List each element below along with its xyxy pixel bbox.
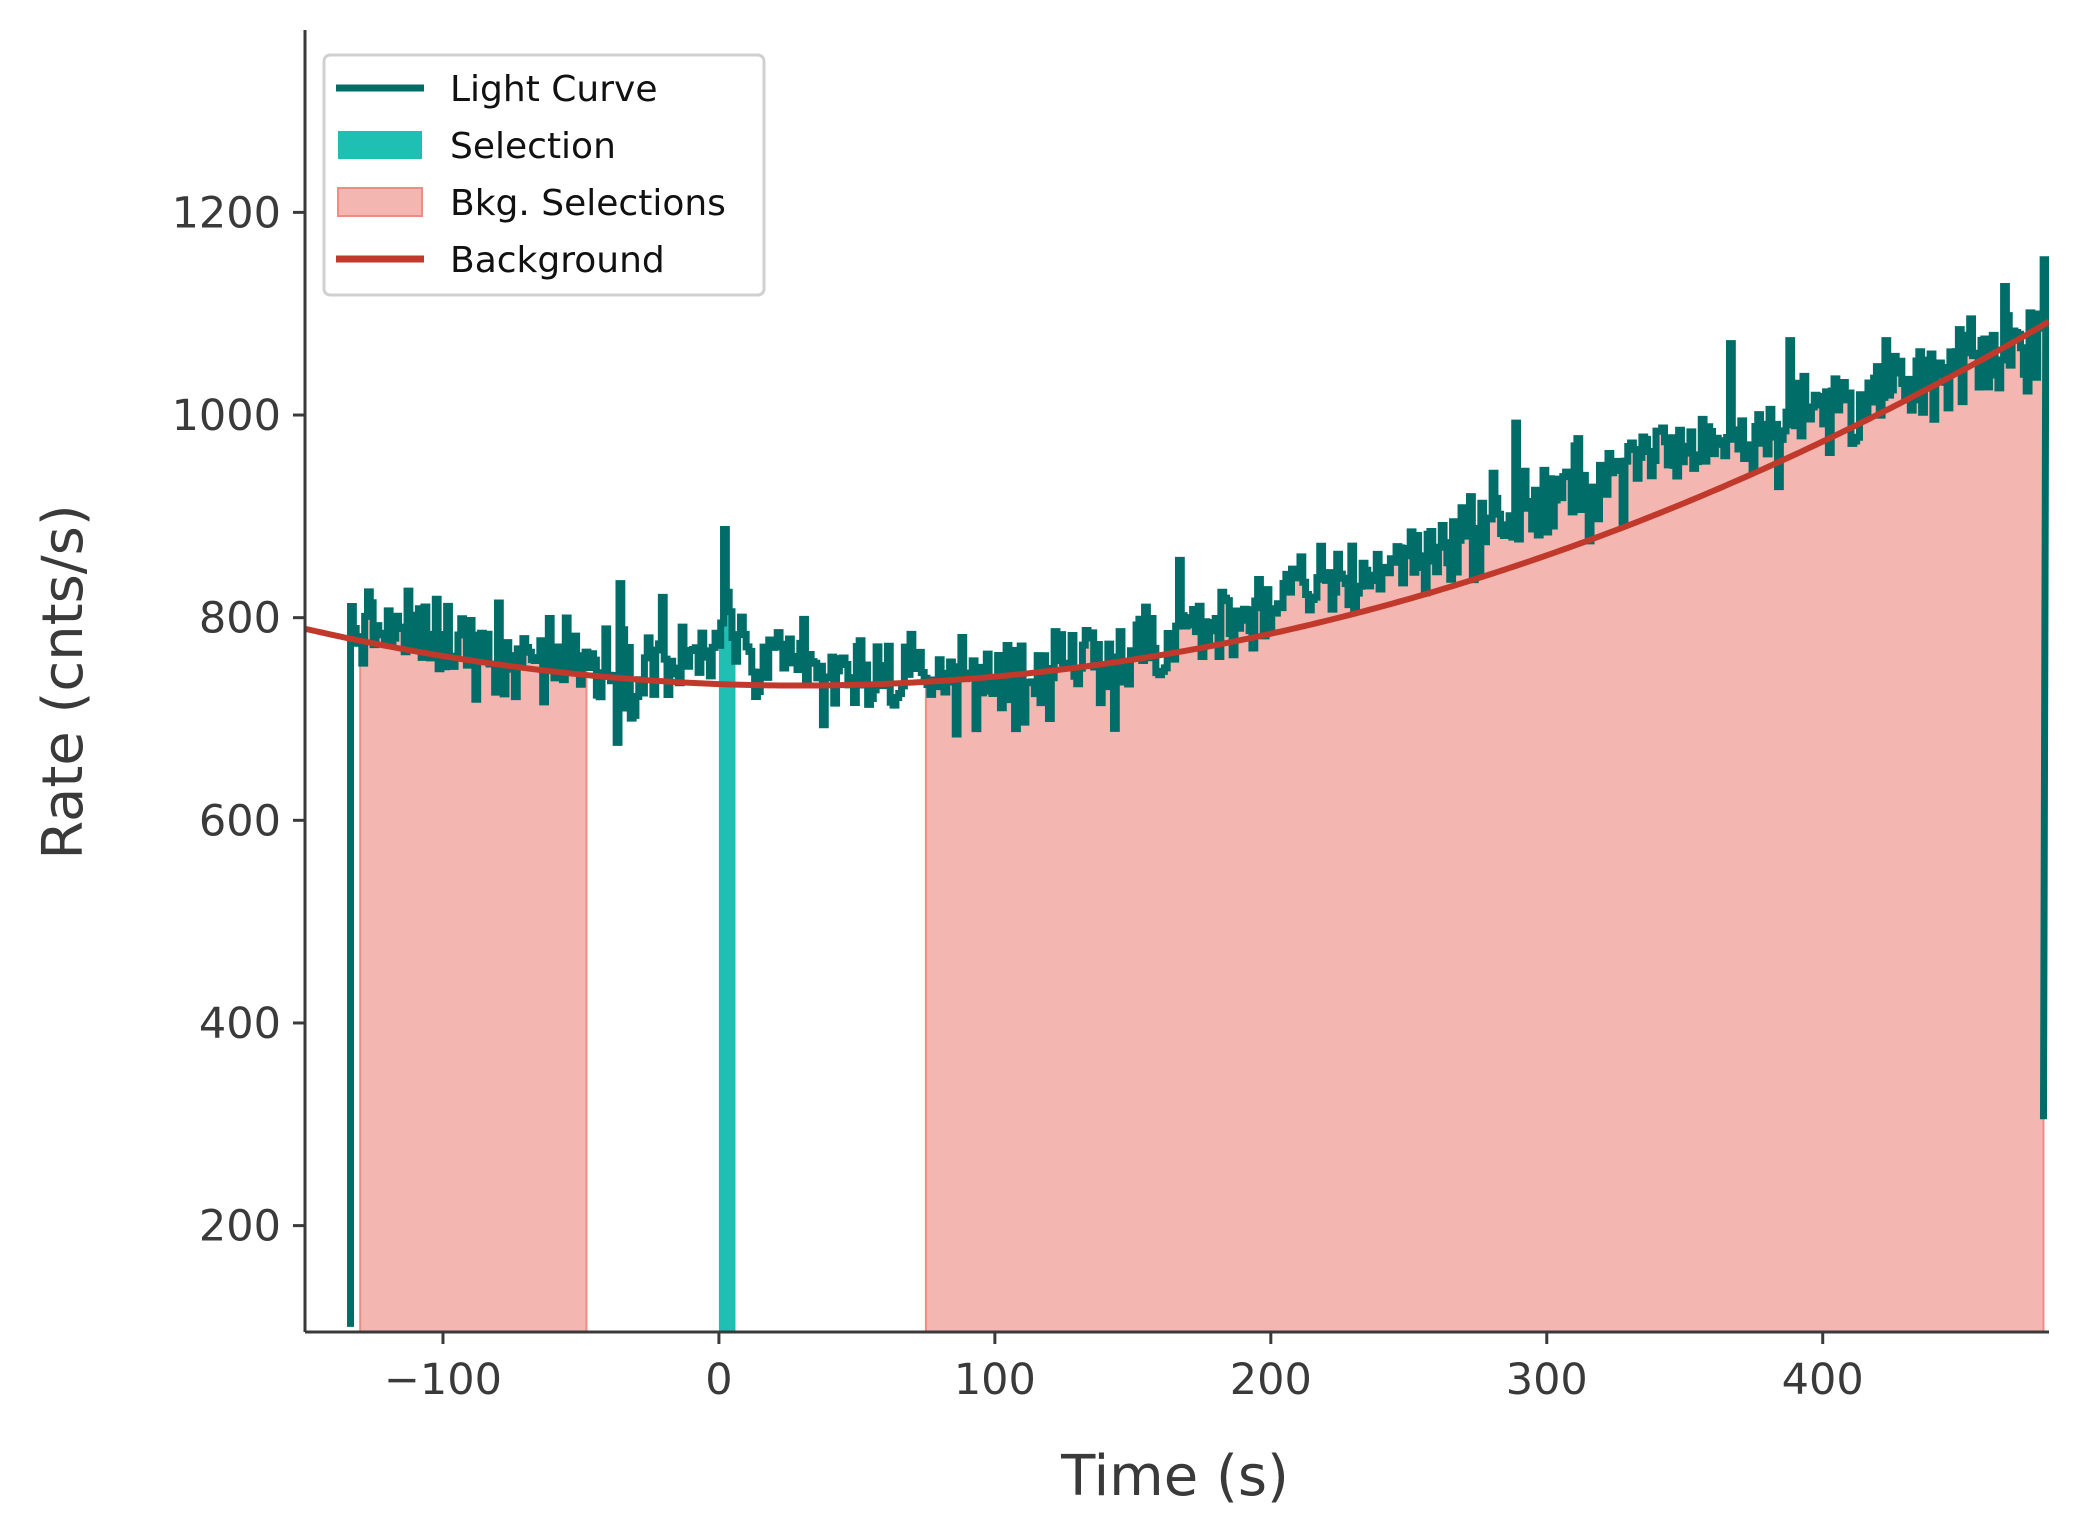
legend-swatch-3 [337,187,423,217]
legend-frame [322,53,766,297]
x-tick-label: 400 [1782,1355,1864,1405]
legend: Light Curve Selection Bkg. Selections Backg… [322,53,766,297]
y-tick-label: 800 [199,594,281,644]
y-tick-label: 1200 [172,188,281,238]
legend-label-3: Bkg. Selections [450,183,726,224]
x-tick-label: 0 [705,1355,732,1405]
legend-label-4: Background [450,240,665,281]
y-axis-title: Rate (cnts/s) [31,504,96,859]
x-tick-label: 300 [1506,1355,1588,1405]
x-tick-label: −100 [384,1355,502,1405]
y-tick-label: 400 [199,999,281,1049]
selection-layer [718,529,736,1332]
y-tick-label: 200 [199,1202,281,1252]
legend-label-1: Light Curve [450,69,658,110]
bkg-selections-layer [359,258,2045,1332]
background-fit-line [305,319,2049,689]
x-axis-title: Time (s) [1060,1444,1289,1509]
light-curve-layer [347,256,2049,1327]
legend-label-2: Selection [450,126,616,167]
x-tick-label: 100 [954,1355,1036,1405]
light-curve-line [347,256,2049,1327]
y-tick-label: 600 [199,796,281,846]
ticks: −100 0 100 200 300 400 200 400 600 800 1000 1200 [172,188,1864,1405]
x-tick-label: 200 [1230,1355,1312,1405]
selection-region-1 [718,529,736,1332]
legend-swatch-2 [338,131,422,159]
bkg-selection-region-2 [924,258,2045,1332]
y-tick-label: 1000 [172,391,281,441]
background-fit-layer [305,319,2049,689]
axes [303,30,2049,1334]
